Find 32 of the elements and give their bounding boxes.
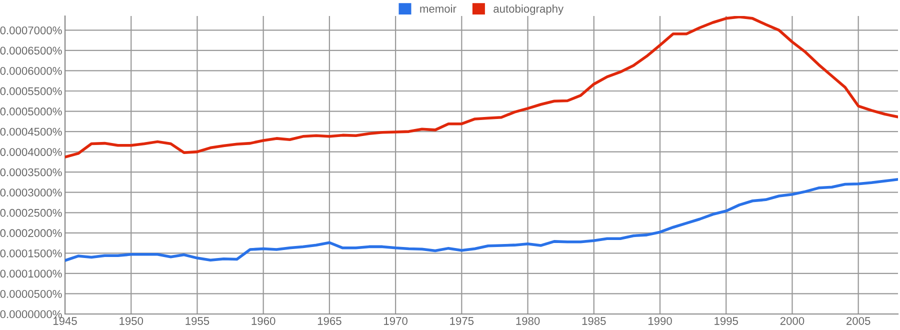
y-tick-label: 0.0006000% bbox=[0, 67, 62, 75]
x-tick-label: 2000 bbox=[780, 317, 804, 325]
x-tick-label: 1985 bbox=[582, 317, 606, 325]
legend-label: autobiography bbox=[494, 4, 564, 15]
y-tick-label: 0.0004500% bbox=[0, 128, 62, 136]
y-tick-label: 0.0000000% bbox=[0, 310, 62, 318]
y-tick-label: 0.0005500% bbox=[0, 87, 62, 96]
x-tick-label: 1945 bbox=[53, 317, 77, 325]
y-tick-label: 0.0002000% bbox=[0, 229, 62, 238]
line-series bbox=[65, 178, 898, 262]
x-tick-label: 1975 bbox=[450, 317, 474, 325]
x-tick-label: 1955 bbox=[186, 317, 210, 325]
line-series bbox=[65, 16, 898, 158]
x-tick-label: 1990 bbox=[648, 317, 672, 325]
y-tick-label: 0.0000500% bbox=[0, 290, 62, 298]
y-tick-label: 0.0004000% bbox=[0, 148, 62, 156]
y-tick-label: 0.0007000% bbox=[0, 26, 62, 34]
y-tick-label: 0.0005000% bbox=[0, 108, 62, 116]
y-tick-label: 0.0001000% bbox=[0, 270, 62, 278]
x-tick-label: 1960 bbox=[252, 317, 276, 325]
y-tick-label: 0.0003500% bbox=[0, 168, 62, 176]
x-tick-label: 2005 bbox=[846, 317, 870, 325]
x-tick-label: 1970 bbox=[384, 317, 408, 325]
x-tick-label: 1950 bbox=[120, 317, 144, 325]
y-tick-label: 0.0001500% bbox=[0, 249, 62, 258]
legend-label: memoir bbox=[420, 4, 456, 13]
x-tick-label: 1995 bbox=[714, 317, 738, 325]
x-tick-label: 1965 bbox=[318, 317, 342, 325]
x-tick-label: 1980 bbox=[516, 317, 540, 325]
y-tick-label: 0.0006500% bbox=[0, 46, 62, 55]
y-tick-label: 0.0003000% bbox=[0, 188, 62, 197]
y-tick-label: 0.0002500% bbox=[0, 208, 62, 217]
